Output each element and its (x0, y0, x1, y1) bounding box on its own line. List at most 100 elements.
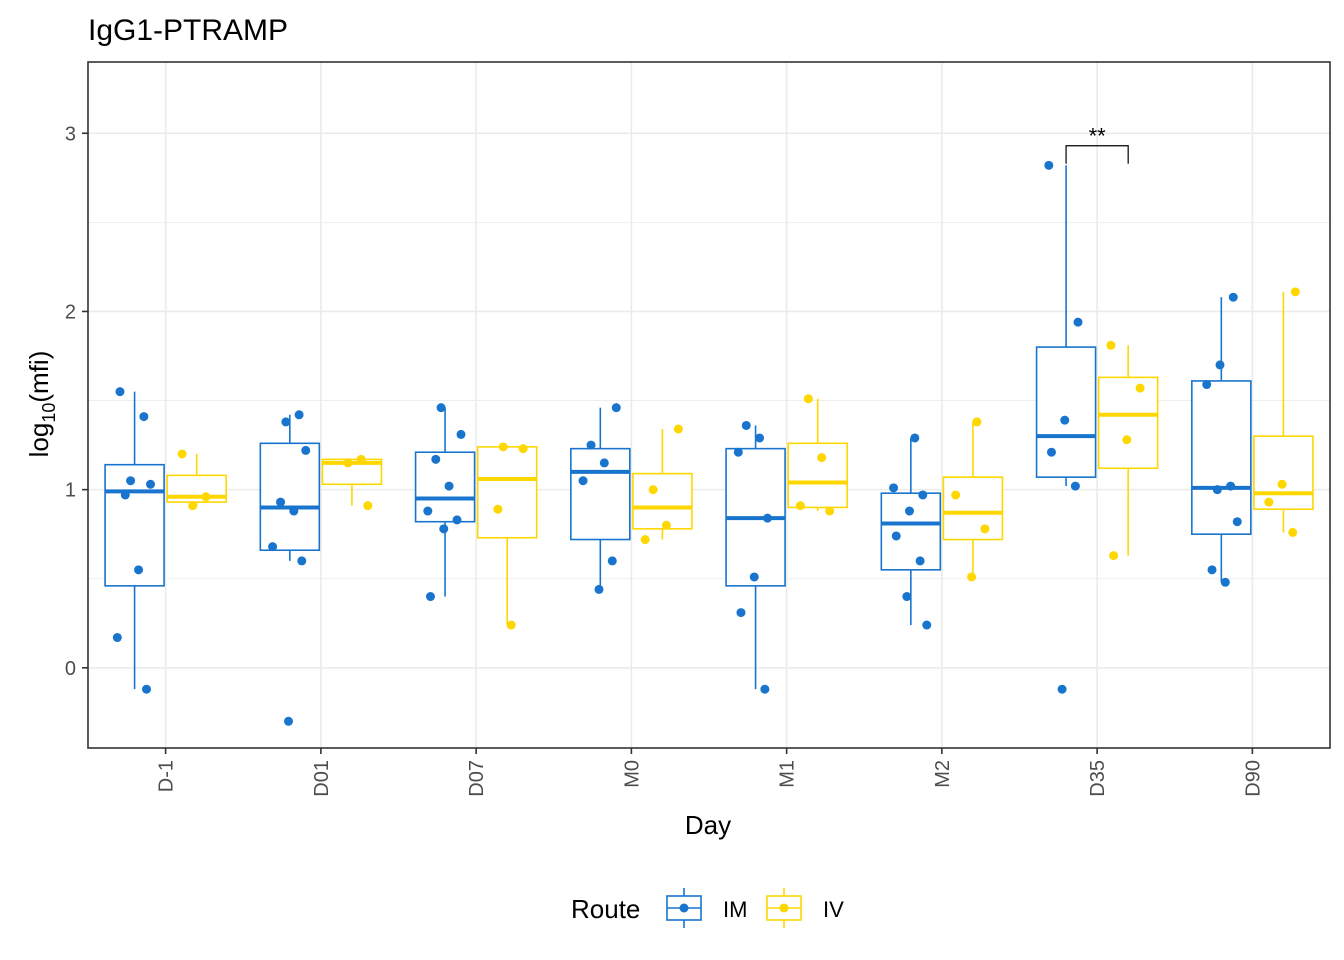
data-point (506, 620, 516, 630)
data-point (281, 417, 291, 427)
data-point (760, 684, 770, 694)
data-point (1228, 292, 1238, 302)
data-point (356, 454, 366, 464)
data-point (1073, 317, 1083, 327)
data-point (1070, 481, 1080, 491)
data-point (661, 520, 671, 530)
data-point (126, 476, 136, 486)
data-point (607, 556, 617, 566)
data-point (1122, 435, 1132, 445)
data-point (452, 515, 462, 525)
x-tick-label: D90 (1242, 760, 1264, 797)
data-point (1264, 497, 1274, 507)
x-tick-label: D35 (1087, 760, 1109, 797)
data-point (439, 524, 449, 534)
data-point (177, 449, 187, 459)
data-point (817, 453, 827, 463)
panel-border (87, 61, 1331, 749)
data-point (1202, 380, 1212, 390)
data-point (910, 433, 920, 443)
data-point (1215, 360, 1225, 370)
legend-key-point (779, 903, 789, 913)
plot-panel: ** 0 1 2 3 D-1 D01 D07 M0 M1 M2 D35 D90 (65, 61, 1331, 797)
chart-title: IgG1-PTRAMP (88, 14, 288, 47)
y-axis-label-argument: (mfi) (24, 351, 54, 403)
data-point (363, 501, 373, 511)
box (1253, 435, 1314, 511)
data-point (134, 565, 144, 575)
data-point (115, 387, 125, 397)
data-point (1288, 527, 1298, 537)
data-point (456, 429, 466, 439)
data-point (268, 542, 278, 552)
data-point (951, 490, 961, 500)
data-point (423, 506, 433, 516)
data-point (1212, 485, 1222, 495)
data-point (904, 506, 914, 516)
data-point (289, 506, 299, 516)
legend-title: Route (571, 894, 640, 924)
data-point (640, 535, 650, 545)
data-point (673, 424, 683, 434)
data-point (301, 445, 311, 455)
y-axis-label: log10(mfi) (24, 351, 59, 458)
legend-entry-label: IM (723, 897, 747, 922)
data-point (1290, 287, 1300, 297)
data-point (736, 608, 746, 618)
data-point (891, 531, 901, 541)
box (476, 446, 538, 539)
data-point (436, 403, 446, 413)
data-point (276, 497, 286, 507)
data-point (283, 716, 293, 726)
data-point (297, 556, 307, 566)
data-point (1277, 479, 1287, 489)
data-point (1220, 577, 1230, 587)
legend-entry-label: IV (823, 897, 844, 922)
legend: Route IM IV (571, 888, 844, 928)
data-point (733, 447, 743, 457)
data-point (825, 506, 835, 516)
significance-label: ** (1089, 124, 1107, 149)
y-tick-label: 0 (65, 658, 76, 680)
data-point (1232, 517, 1242, 527)
data-point (1226, 481, 1236, 491)
box (787, 442, 848, 509)
y-axis-label-subscript: 10 (39, 403, 59, 423)
x-tick-label: M2 (932, 760, 954, 788)
data-point (493, 504, 503, 514)
data-point (188, 501, 198, 511)
box (259, 442, 321, 552)
data-point (795, 501, 805, 511)
data-point (1060, 415, 1070, 425)
significance-bracket (1065, 145, 1129, 164)
data-point (763, 513, 773, 523)
data-point (741, 420, 751, 430)
data-point (889, 483, 899, 493)
box (942, 476, 1004, 541)
data-point (648, 485, 658, 495)
data-point (599, 458, 609, 468)
box (632, 472, 693, 530)
box (880, 492, 942, 571)
data-point (611, 403, 621, 413)
box (1097, 376, 1159, 470)
data-point (518, 444, 528, 454)
legend-key-point (679, 903, 689, 913)
data-point (498, 442, 508, 452)
data-point (1109, 551, 1119, 561)
x-tick-label: M1 (777, 760, 799, 788)
data-point (201, 492, 211, 502)
data-point (444, 481, 454, 491)
data-point (1135, 383, 1145, 393)
data-point (922, 620, 932, 630)
data-point (1106, 340, 1116, 350)
y-tick-label: 1 (65, 480, 76, 502)
y-tick-label: 2 (65, 301, 76, 323)
data-point (142, 684, 152, 694)
data-point (918, 490, 928, 500)
data-point (112, 633, 122, 643)
data-point (139, 412, 149, 422)
data-point (755, 433, 765, 443)
data-point (980, 524, 990, 534)
x-axis-label: Day (685, 810, 731, 840)
